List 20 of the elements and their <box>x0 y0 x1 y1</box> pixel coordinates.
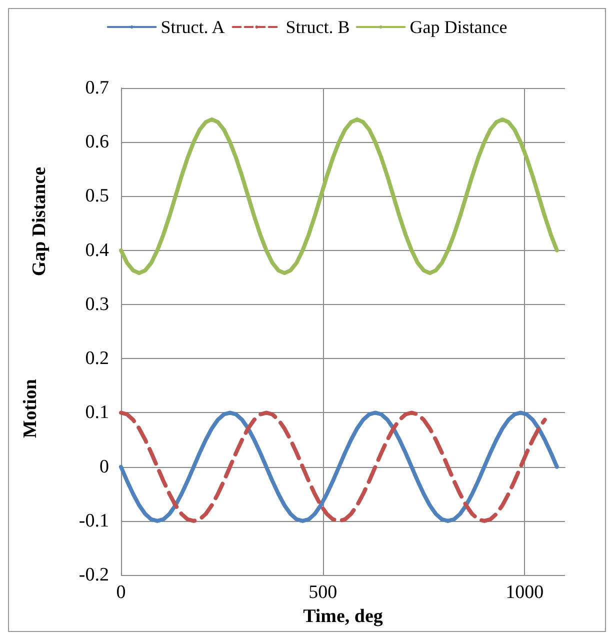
y-tick-label: 0.4 <box>85 240 110 261</box>
x-tick-label: 500 <box>308 582 338 604</box>
y-tick-label: 0.6 <box>85 132 109 153</box>
text: Motion <box>20 378 41 438</box>
y-tick-label: 0.7 <box>85 78 109 98</box>
x-tick-label: 1000 <box>506 582 544 604</box>
legend-label: Struct. B <box>286 17 350 37</box>
y-tick-label: 0.1 <box>85 402 109 424</box>
y-tick-label: -0.1 <box>78 510 109 532</box>
x-axis-title: Time, deg <box>303 606 384 627</box>
x-tick-label: 0 <box>116 582 126 604</box>
legend-label: Gap Distance <box>410 17 508 37</box>
y-axis-title: Gap Distance <box>29 166 50 276</box>
legend-label: Struct. A <box>160 17 225 37</box>
y-tick-label: 0 <box>100 456 109 478</box>
y-tick-label: 0.5 <box>85 186 109 207</box>
y-tick-label: 0.3 <box>85 294 109 315</box>
y-tick-label: -0.2 <box>78 564 109 586</box>
line-series <box>119 117 559 276</box>
y-tick-label: 0.2 <box>85 348 109 370</box>
